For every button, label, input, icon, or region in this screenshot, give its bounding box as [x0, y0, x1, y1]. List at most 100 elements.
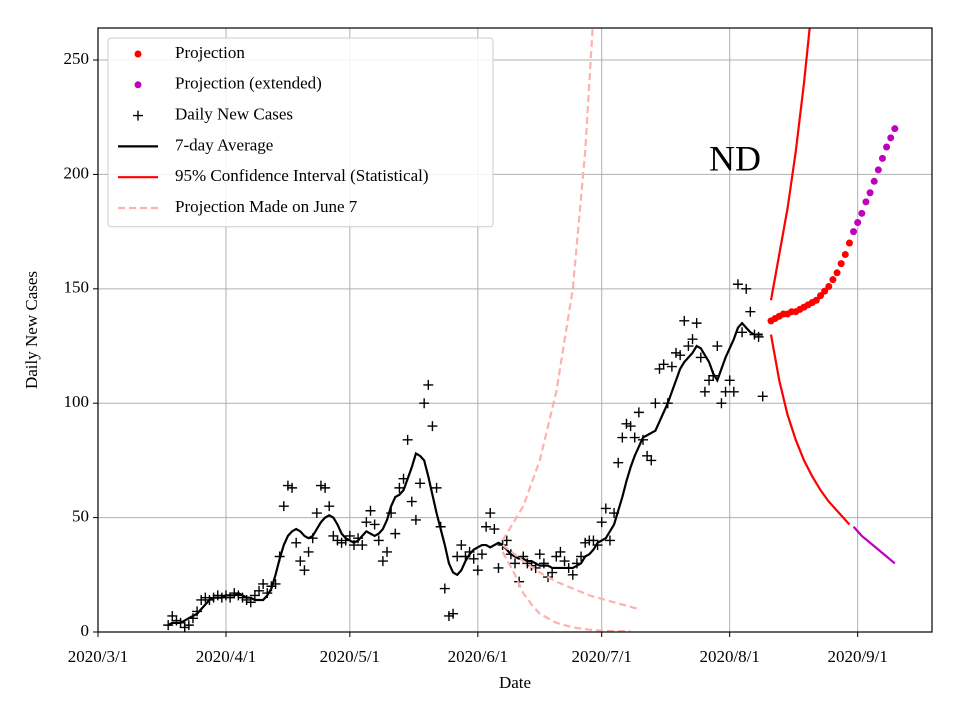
projection-point [825, 283, 833, 291]
y-tick-label: 100 [64, 392, 90, 411]
case-point [415, 478, 426, 489]
legend-label: Projection [175, 43, 245, 62]
case-point [382, 546, 393, 557]
case-point [373, 535, 384, 546]
projection-point [837, 260, 845, 268]
case-point [567, 569, 578, 580]
projection-point [858, 209, 866, 217]
case-point [448, 608, 459, 619]
case-point [423, 379, 434, 390]
case-point [365, 505, 376, 516]
case-point [361, 517, 372, 528]
case-point [687, 334, 698, 345]
case-point [510, 558, 520, 569]
case-point [278, 501, 289, 512]
case-point [724, 375, 735, 386]
x-tick-label: 2020/7/1 [571, 647, 631, 666]
case-point [534, 549, 545, 560]
case-point [757, 391, 768, 402]
projection-point [862, 198, 870, 206]
case-point [390, 528, 401, 539]
case-point [683, 341, 694, 352]
x-axis-label: Date [499, 673, 531, 692]
projection-point [870, 177, 878, 185]
series-line [501, 28, 594, 542]
case-point [299, 565, 310, 576]
case-point [410, 514, 421, 525]
case-point [336, 537, 347, 548]
projection-point [887, 134, 895, 142]
case-point [745, 306, 756, 317]
case-point [654, 363, 665, 374]
series-line [167, 321, 763, 627]
case-point [728, 386, 739, 397]
case-point [699, 386, 710, 397]
case-point [547, 567, 558, 578]
series-line [501, 544, 640, 611]
y-tick-label: 0 [81, 621, 90, 640]
projection-point [829, 276, 837, 284]
y-tick-label: 250 [64, 49, 90, 68]
case-point [179, 622, 190, 632]
case-point [311, 508, 322, 519]
case-point [621, 418, 632, 429]
case-point [617, 432, 628, 443]
x-tick-label: 2020/4/1 [196, 647, 256, 666]
case-point [588, 535, 599, 546]
case-point [303, 546, 314, 557]
case-point [633, 407, 644, 418]
case-point [580, 537, 591, 548]
case-point [741, 283, 752, 294]
y-tick-label: 150 [64, 278, 90, 297]
legend-marker [134, 50, 142, 58]
case-point [320, 482, 331, 493]
y-tick-label: 50 [72, 507, 89, 526]
projection-point [821, 287, 829, 295]
y-tick-label: 200 [64, 163, 90, 182]
case-point [646, 455, 657, 466]
case-point [439, 583, 450, 594]
x-tick-label: 2020/9/1 [827, 647, 887, 666]
case-point [737, 327, 748, 338]
case-point [357, 540, 368, 551]
case-point [629, 432, 640, 443]
annotation: ND [709, 138, 761, 178]
case-point [604, 535, 615, 546]
projection-point [812, 296, 820, 304]
case-point [481, 521, 492, 532]
case-point [167, 610, 178, 621]
projection-point [845, 239, 853, 247]
case-point [551, 551, 562, 562]
case-point [419, 398, 430, 409]
projection-point [883, 143, 891, 151]
plot-frame [97, 27, 933, 633]
projection-point [878, 154, 886, 162]
legend-marker [133, 110, 143, 121]
case-point [282, 480, 293, 491]
x-tick-label: 2020/3/1 [68, 647, 128, 666]
case-point [485, 508, 496, 519]
legend-box [107, 37, 494, 228]
legend-marker [134, 81, 142, 89]
case-point [431, 482, 442, 493]
case-point [712, 341, 723, 352]
case-point [695, 352, 706, 363]
plot-area [163, 28, 899, 632]
case-point [402, 434, 413, 445]
case-point [493, 562, 504, 573]
legend: Projection Projection (extended) Daily New… [107, 37, 494, 228]
case-point [559, 556, 570, 567]
legend-label: Projection (extended) [175, 74, 322, 93]
legend-label: 7-day Average [175, 135, 273, 154]
projection-point [866, 189, 874, 197]
case-point [394, 482, 405, 493]
x-tick-label: 2020/6/1 [448, 647, 508, 666]
case-point [468, 553, 479, 564]
case-point [679, 315, 690, 326]
case-point [443, 610, 454, 621]
case-point [406, 496, 417, 507]
projection-point [854, 218, 862, 226]
case-point [642, 450, 653, 461]
x-tick-label: 2020/8/1 [699, 647, 759, 666]
case-point [472, 565, 483, 576]
